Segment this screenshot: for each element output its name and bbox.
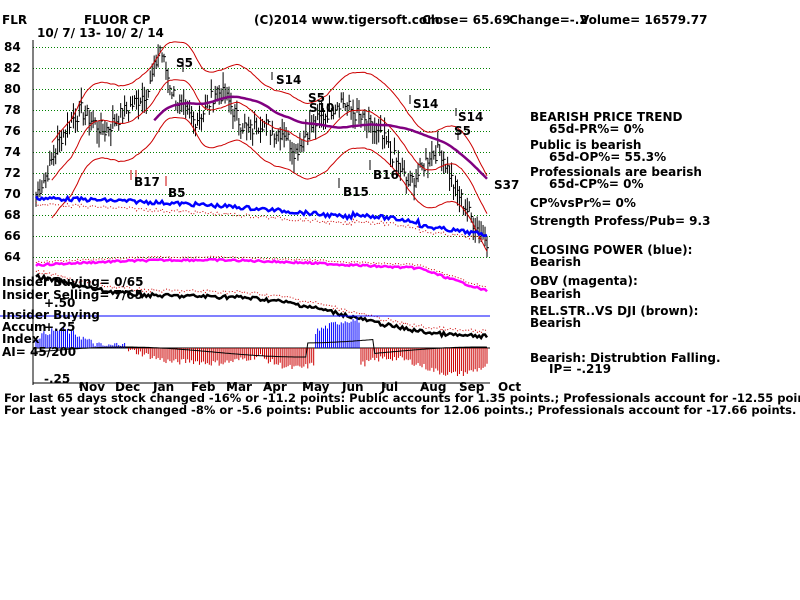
y-tick-label: 78 xyxy=(4,103,21,117)
y-tick-label: 68 xyxy=(4,208,21,222)
month-label: Aug xyxy=(420,380,447,394)
month-label: Jul xyxy=(381,380,399,394)
month-label: Jun xyxy=(342,380,364,394)
y-tick-label: 74 xyxy=(4,145,21,159)
signal-label: B17 xyxy=(134,175,160,189)
signal-label: S14 xyxy=(276,73,302,87)
month-label: Mar xyxy=(226,380,252,394)
month-label: Dec xyxy=(115,380,141,394)
public-status: Public is bearish xyxy=(530,138,642,152)
month-label: Apr xyxy=(263,380,287,394)
y-tick-label: 66 xyxy=(4,229,21,243)
ma21-line xyxy=(51,79,488,214)
closing-power-value: Bearish xyxy=(530,255,582,269)
obv-label: OBV (magenta): xyxy=(530,274,638,288)
cp-value: 65d-CP%= 0% xyxy=(549,177,644,191)
signal-label: S14 xyxy=(413,97,439,111)
cpvspr-value: CP%vsPr%= 0% xyxy=(530,196,636,210)
accum-plus25-label: +.25 xyxy=(44,320,76,334)
month-label: Feb xyxy=(191,380,216,394)
company-label: FLUOR CP xyxy=(84,13,151,27)
trend-title: BEARISH PRICE TREND xyxy=(530,110,683,124)
month-label: Jan xyxy=(153,380,175,394)
accum-title-insider-buying: Insider Buying xyxy=(2,308,100,322)
closing-power-label: CLOSING POWER (blue): xyxy=(530,243,693,257)
y-tick-label: 80 xyxy=(4,82,21,96)
signal-label: S10 xyxy=(309,101,335,115)
accum-minus25-label: -.25 xyxy=(44,372,71,386)
closing-power-line xyxy=(34,194,488,238)
copyright-label: (C)2014 www.tigersoft.com xyxy=(254,13,440,27)
close-label: Close= 65.69 xyxy=(422,13,511,27)
month-label: May xyxy=(302,380,330,394)
y-tick-label: 64 xyxy=(4,250,21,264)
accum-ai-label: AI= 45/200 xyxy=(2,345,77,359)
month-label: Nov xyxy=(79,380,106,394)
relstr-label: REL.STR..VS DJI (brown): xyxy=(530,304,699,318)
signal-label: S5 xyxy=(454,124,471,138)
obv-line xyxy=(35,257,488,293)
y-tick-label: 82 xyxy=(4,61,21,75)
month-label: Oct xyxy=(498,380,522,394)
signal-label: S14 xyxy=(458,110,484,124)
strength-value: Strength Profess/Pub= 9.3 xyxy=(530,214,711,228)
y-tick-label: 84 xyxy=(4,40,21,54)
accum-plus50-label: +.50 xyxy=(44,296,76,310)
insider-selling-label: Insider Selling= 7/65 xyxy=(2,288,144,302)
upper-band-line xyxy=(51,41,488,177)
signal-label: S37 xyxy=(494,178,520,192)
month-label: Sep xyxy=(459,380,485,394)
accum-title-accum: Accum xyxy=(2,320,47,334)
date-range-label: 10/ 7/ 13- 10/ 2/ 14 xyxy=(37,26,164,40)
ma65-line xyxy=(153,95,488,180)
signal-label: S5 xyxy=(308,91,325,105)
signal-label: B5 xyxy=(168,186,186,200)
footer-year-summary: For Last year stock changed -8% or -5.6 … xyxy=(4,403,797,417)
signal-label: S5 xyxy=(176,56,193,70)
distribution-label: Bearish: Distrubtion Falling. xyxy=(530,351,721,365)
accum-title-index: Index xyxy=(2,332,40,346)
op-value: 65d-OP%= 55.3% xyxy=(549,150,667,164)
y-tick-label: 72 xyxy=(4,166,21,180)
lower-band-line xyxy=(51,117,488,252)
ticker-label: FLR xyxy=(2,13,28,27)
relstr-ma-line xyxy=(35,269,488,334)
change-label: Change=-.2 xyxy=(509,13,588,27)
signal-label: B15 xyxy=(343,185,369,199)
pr-value: 65d-PR%= 0% xyxy=(549,122,644,136)
relstr-line xyxy=(35,272,489,341)
y-tick-label: 70 xyxy=(4,187,21,201)
y-tick-label: 76 xyxy=(4,124,21,138)
accum-ma-line xyxy=(35,338,488,358)
obv-value: Bearish xyxy=(530,287,582,301)
volume-label: Volume= 16579.77 xyxy=(580,13,708,27)
professionals-status: Professionals are bearish xyxy=(530,165,702,179)
ip-value: IP= -.219 xyxy=(549,362,612,376)
relstr-value: Bearish xyxy=(530,316,582,330)
footer-65day-summary: For last 65 days stock changed -16% or -… xyxy=(4,391,800,405)
insider-buying-label: Insider Buying= 0/65 xyxy=(2,275,144,289)
signal-label: B16 xyxy=(373,168,399,182)
